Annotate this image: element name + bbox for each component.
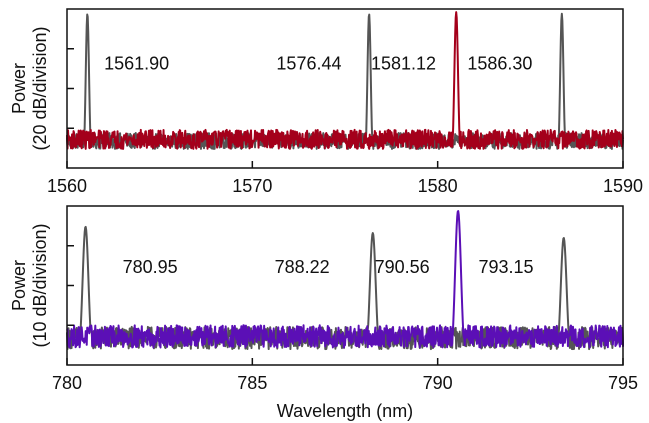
top-peak-label-0: 1561.90 bbox=[104, 53, 169, 73]
top-peak-label-1: 1576.44 bbox=[276, 53, 341, 73]
bottom-ticks: 780 785 790 795 bbox=[52, 245, 638, 393]
top-ylabel-line2: (20 dB/division) bbox=[30, 26, 50, 150]
top-series bbox=[66, 11, 624, 150]
top-xtick-label-0: 1560 bbox=[47, 176, 87, 196]
top-xtick-label-2: 1580 bbox=[418, 176, 458, 196]
bottom-panel: 780 785 790 795 780.95 788.22 790.56 793.15 Po… bbox=[9, 205, 638, 421]
top-ticks: 1560 1570 1580 1590 bbox=[47, 48, 643, 196]
bottom-xtick-label-2: 790 bbox=[423, 373, 453, 393]
bottom-ylabel-line2: (10 dB/division) bbox=[30, 223, 50, 347]
bottom-xtick-label-1: 785 bbox=[237, 373, 267, 393]
bottom-peak-label-1: 788.22 bbox=[275, 257, 330, 277]
top-peak-label-2: 1581.12 bbox=[371, 53, 436, 73]
bottom-peak-label-0: 780.95 bbox=[123, 257, 178, 277]
top-series-0-line bbox=[66, 12, 624, 150]
bottom-xlabel: Wavelength (nm) bbox=[277, 401, 413, 421]
bottom-peak-label-2: 790.56 bbox=[375, 257, 430, 277]
bottom-annotations: 780.95 788.22 790.56 793.15 bbox=[123, 257, 534, 277]
bottom-series bbox=[66, 210, 624, 351]
bottom-peak-label-3: 793.15 bbox=[478, 257, 533, 277]
bottom-xtick-label-3: 795 bbox=[608, 373, 638, 393]
top-panel: 1560 1570 1580 1590 1561.90 1576.44 1581.12 15… bbox=[9, 8, 643, 196]
top-xtick-label-3: 1590 bbox=[603, 176, 643, 196]
bottom-series-1-line bbox=[66, 210, 624, 349]
bottom-xtick-label-0: 780 bbox=[52, 373, 82, 393]
top-annotations: 1561.90 1576.44 1581.12 1586.30 bbox=[104, 53, 532, 73]
top-ylabel-line1: Power bbox=[9, 63, 29, 114]
bottom-ylabel-line1: Power bbox=[9, 260, 29, 311]
top-series-1-line bbox=[66, 11, 624, 150]
top-peak-label-3: 1586.30 bbox=[467, 53, 532, 73]
top-xtick-label-1: 1570 bbox=[232, 176, 272, 196]
